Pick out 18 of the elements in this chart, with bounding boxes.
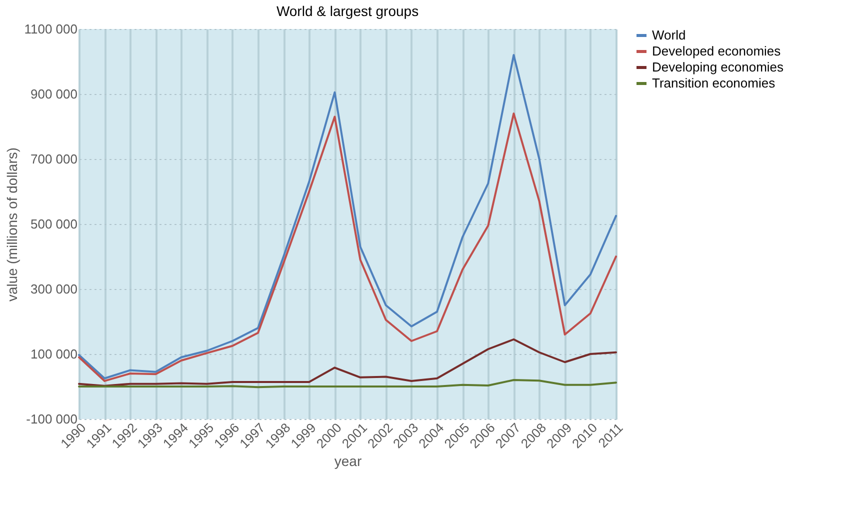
chart-title: World & largest groups (276, 3, 419, 19)
x-axis-title: year (334, 453, 362, 470)
line-series (78, 338, 617, 387)
y-tick-label: 500 000 (30, 216, 78, 232)
legend-label: Transition economies (652, 76, 776, 90)
y-tick-label: -100 000 (26, 412, 78, 426)
legend-label: World (652, 28, 686, 42)
y-tick-label: 900 000 (30, 86, 78, 102)
line-series (78, 54, 617, 380)
y-axis-title: value (millions of dollars) (4, 147, 20, 302)
y-tick-label: 700 000 (30, 152, 78, 166)
line-series (78, 379, 617, 388)
legend-label: Developed economies (652, 44, 782, 58)
y-tick-label: 100 000 (30, 346, 78, 362)
line-series (78, 112, 617, 382)
y-tick-label: 300 000 (30, 282, 78, 296)
legend-label: Developing economies (652, 60, 784, 74)
y-tick-label: 1100 000 (24, 22, 78, 36)
